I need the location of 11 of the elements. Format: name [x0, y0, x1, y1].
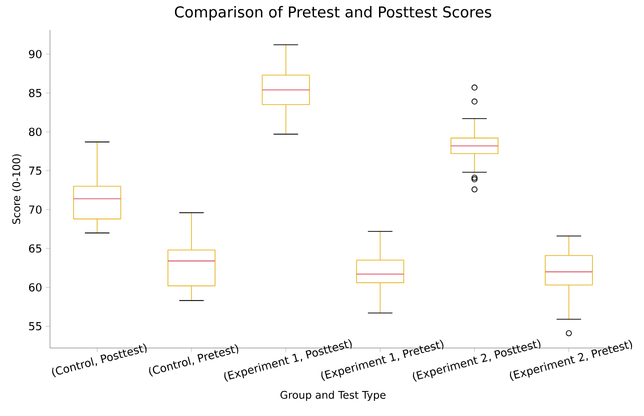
x-axis-title: Group and Test Type: [280, 390, 386, 401]
chart-title: Comparison of Pretest and Posttest Scores: [174, 6, 492, 20]
y-tick-label: 85: [29, 88, 42, 98]
y-tick-label: 80: [29, 128, 42, 136]
y-tick-label: 75: [29, 166, 42, 175]
y-tick-label: 70: [29, 205, 42, 214]
y-tick-label: 55: [29, 322, 42, 330]
y-axis-title: Score (0-100): [12, 154, 22, 224]
y-tick-label: 65: [29, 244, 42, 253]
y-tick-label: 60: [29, 283, 42, 292]
y-tick-label: 90: [28, 50, 42, 58]
